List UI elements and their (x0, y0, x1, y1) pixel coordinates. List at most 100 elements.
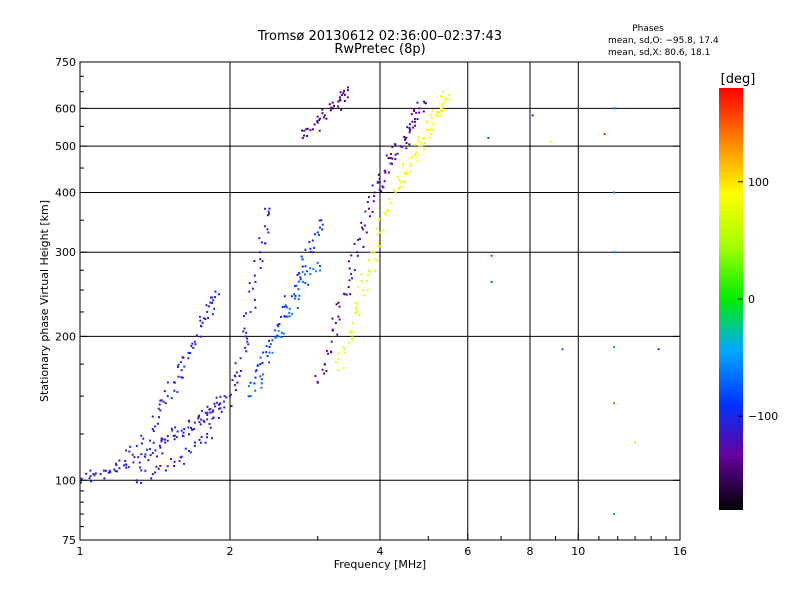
trace-fill-point (342, 367, 345, 370)
trace-fill-point (271, 351, 274, 354)
trace-fill-point (259, 267, 262, 270)
trace-fill-point (394, 158, 397, 161)
trace-fill-point (429, 133, 432, 136)
trace-point (200, 325, 203, 328)
trace-fill-point (387, 157, 390, 160)
trace-fill-point (365, 280, 368, 283)
trace-fill-point (366, 273, 369, 276)
trace-fill-point (303, 273, 306, 276)
trace-fill-point (288, 307, 291, 310)
trace-point (373, 191, 376, 194)
trace-fill-point (142, 437, 145, 440)
grid-lines (80, 62, 680, 540)
trace-fill-point (386, 209, 389, 212)
trace-fill-point (396, 175, 399, 178)
y-tick-label: 300 (55, 246, 76, 259)
trace-fill-point (299, 278, 302, 281)
trace-fill-point (403, 172, 406, 175)
trace-point (254, 280, 257, 283)
trace-fill-point (416, 153, 419, 156)
trace-fill-point (256, 364, 259, 367)
trace-fill-point (173, 460, 176, 463)
trace-fill-point (296, 274, 299, 277)
trace-fill-point (415, 151, 418, 154)
trace-fill-point (416, 160, 419, 163)
trace-point (99, 473, 102, 476)
trace-fill-point (152, 430, 155, 433)
trace-fill-point (205, 304, 208, 307)
trace-fill-point (293, 293, 296, 296)
trace-fill-point (269, 343, 272, 346)
trace-point (409, 162, 412, 165)
trace-fill-point (412, 108, 415, 111)
trace-fill-point (115, 464, 118, 467)
trace-fill-point (254, 370, 257, 373)
trace-point (337, 369, 340, 372)
trace-fill-point (102, 469, 105, 472)
trace-fill-point (348, 267, 351, 270)
trace-fill-point (160, 440, 163, 443)
trace-fill-point (245, 337, 248, 340)
trace-fill-point (343, 89, 346, 92)
trace-point (337, 315, 340, 318)
trace-fill-point (363, 294, 366, 297)
trace-fill-point (207, 317, 210, 320)
trace-point (109, 471, 112, 474)
trace-fill-point (347, 341, 350, 344)
trace-fill-point (448, 98, 451, 101)
trace-fill-point (309, 267, 312, 270)
trace-fill-point (195, 334, 198, 337)
trace-fill-point (354, 312, 357, 315)
trace-point (443, 100, 446, 103)
trace-fill-point (164, 402, 167, 405)
trace-fill-point (208, 423, 211, 426)
trace-fill-point (337, 301, 340, 304)
trace-fill-point (365, 231, 368, 234)
trace-fill-point (389, 152, 392, 155)
trace-fill-point (296, 306, 299, 309)
trace-fill-point (199, 441, 202, 444)
trace-fill-point (212, 416, 215, 419)
trace-point (323, 114, 326, 117)
trace-fill-point (123, 464, 126, 467)
trace-fill-point (279, 315, 282, 318)
trace-fill-point (306, 127, 309, 130)
trace-fill-point (182, 435, 185, 438)
trace-point (367, 269, 370, 272)
trace-fill-point (93, 474, 96, 477)
trace-fill-point (332, 104, 335, 107)
colorbar-label: [deg] (721, 72, 756, 87)
trace-fill-point (129, 445, 132, 448)
trace-fill-point (325, 370, 328, 373)
trace-point (159, 409, 162, 412)
trace-fill-point (268, 339, 271, 342)
trace-fill-point (160, 399, 163, 402)
trace-fill-point (432, 124, 435, 127)
x-axis-label: Frequency [MHz] (334, 558, 426, 571)
trace-fill-point (442, 104, 445, 107)
trace-fill-point (329, 109, 332, 112)
trace-fill-point (173, 381, 176, 384)
isolated-point (657, 348, 660, 351)
trace-fill-point (179, 456, 182, 459)
trace-point (206, 432, 209, 435)
trace-point (180, 455, 183, 458)
trace-fill-point (360, 226, 363, 229)
trace-fill-point (391, 157, 394, 160)
trace-fill-point (124, 463, 127, 466)
trace-fill-point (328, 103, 331, 106)
trace-fill-point (164, 438, 167, 441)
trace-fill-point (414, 143, 417, 146)
trace-fill-point (199, 335, 202, 338)
trace-fill-point (313, 123, 316, 126)
trace-point (418, 145, 421, 148)
trace-fill-point (108, 469, 111, 472)
trace-fill-point (103, 477, 106, 480)
trace-fill-point (148, 448, 151, 451)
x-tick-label: 1 (77, 545, 84, 558)
trace-point (373, 251, 376, 254)
trace-fill-point (209, 426, 212, 429)
trace-fill-point (158, 444, 161, 447)
trace-fill-point (181, 376, 184, 379)
trace-fill-point (274, 336, 277, 339)
